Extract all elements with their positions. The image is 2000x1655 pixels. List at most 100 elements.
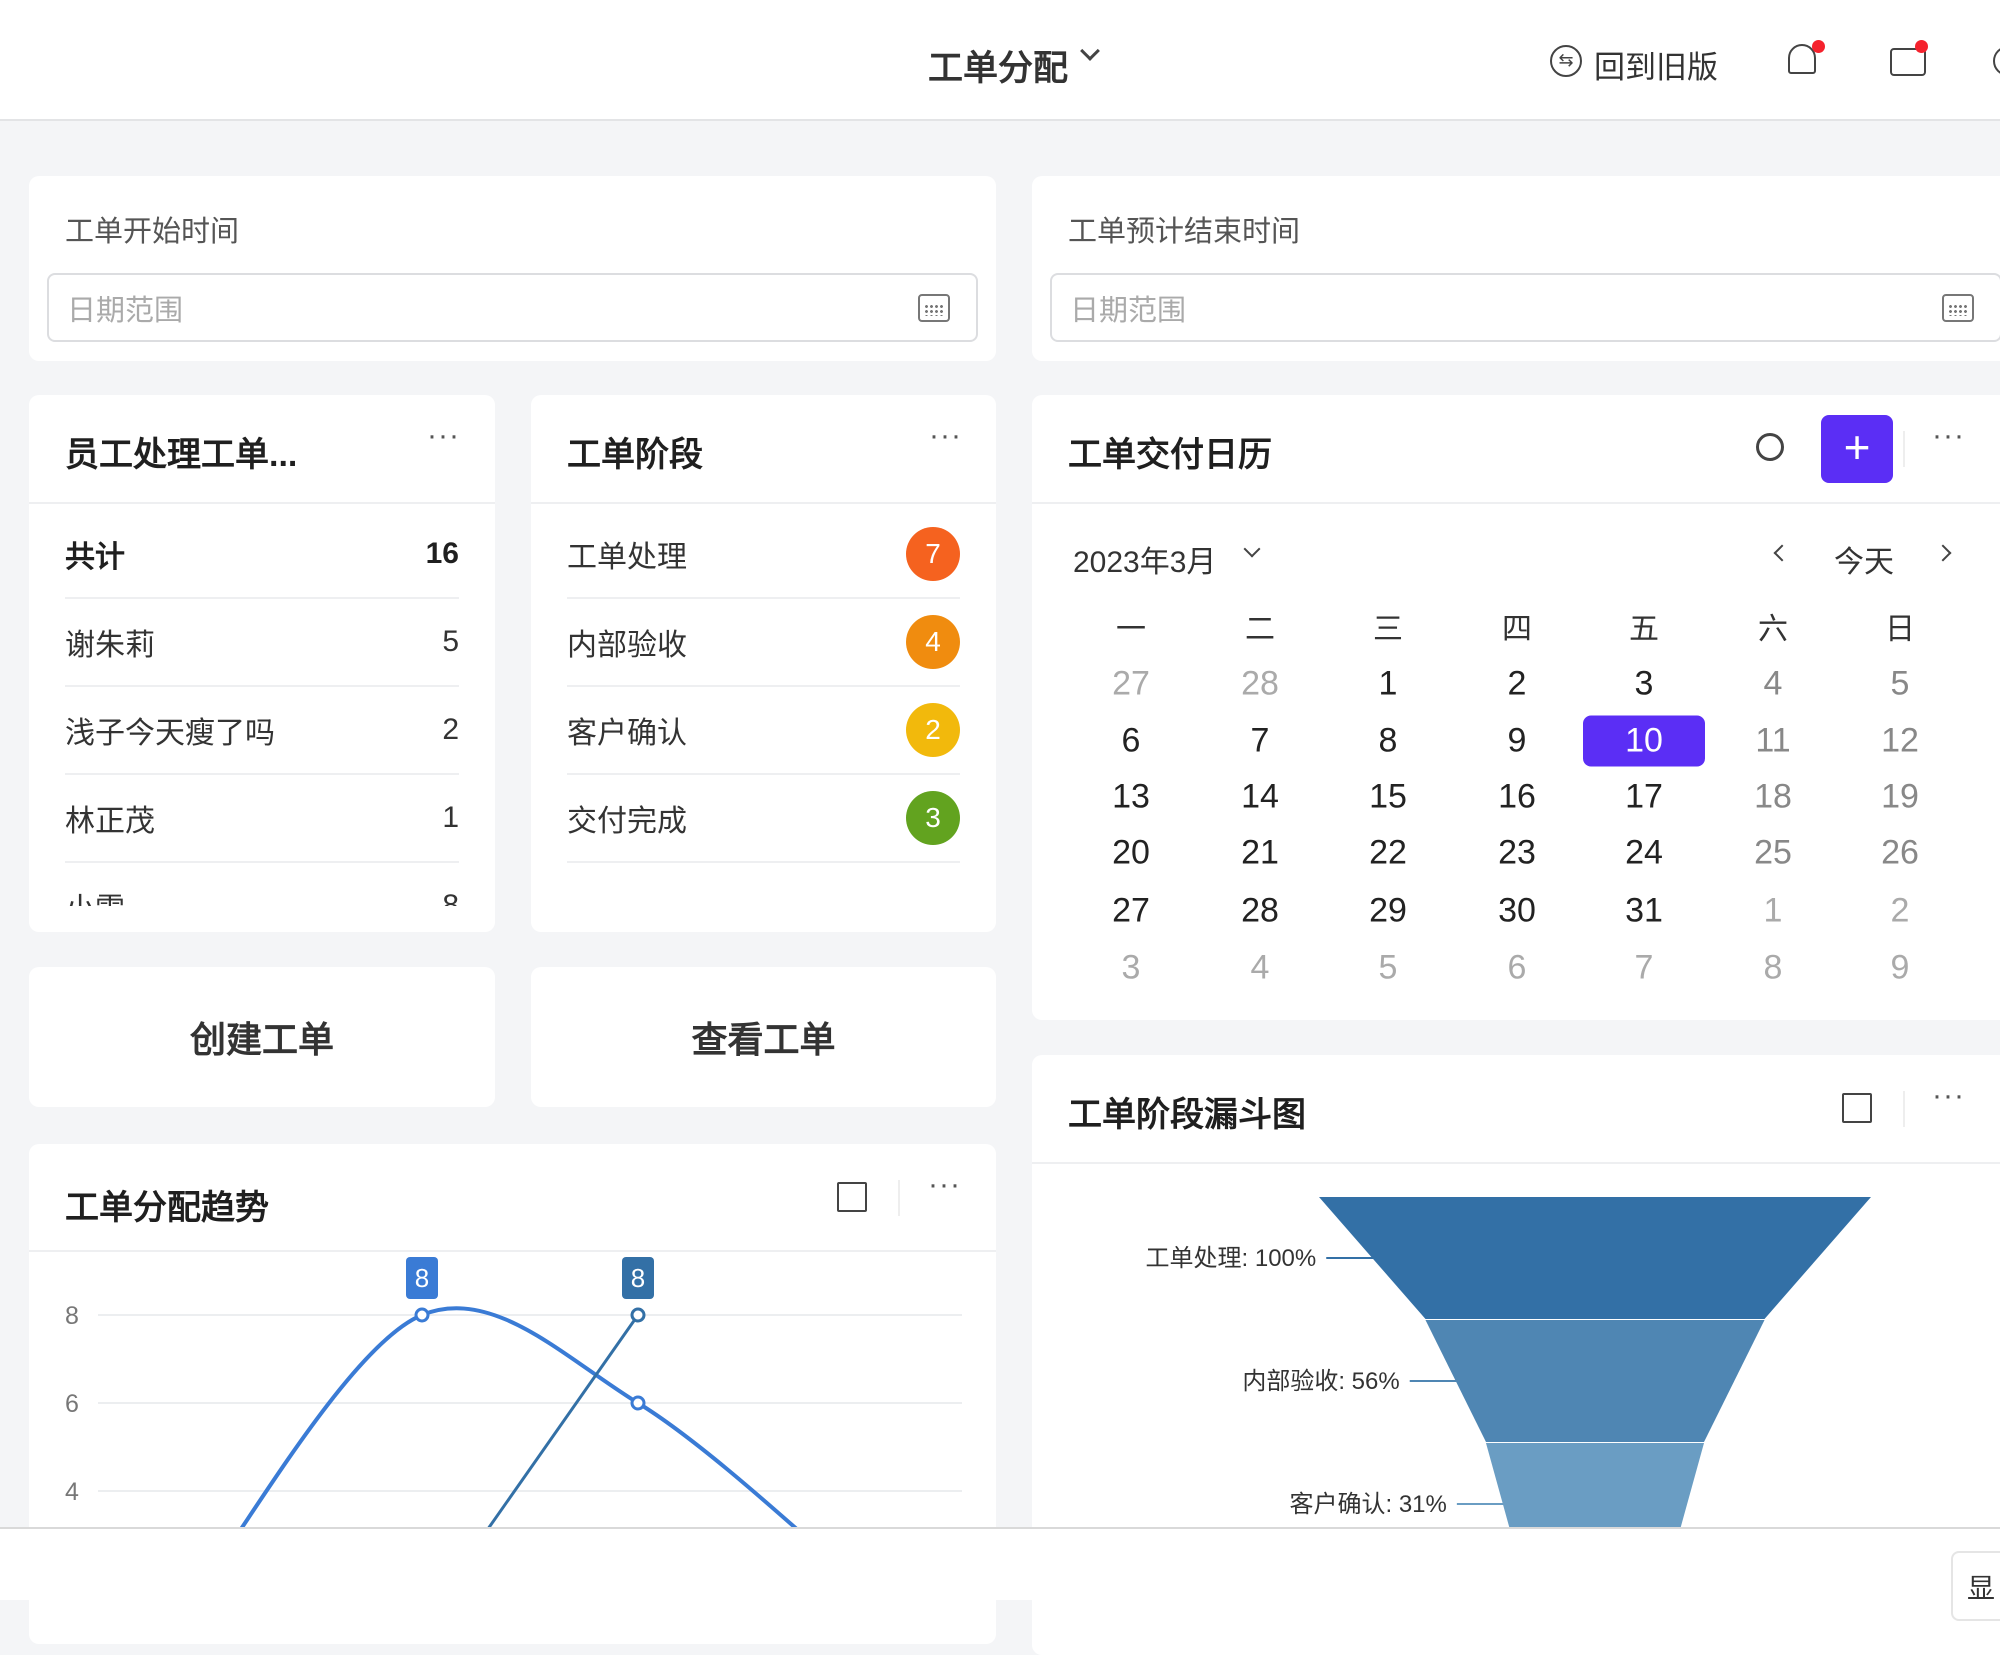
calendar-day[interactable]: 4 xyxy=(1250,948,1270,987)
calendar-day[interactable]: 13 xyxy=(1112,777,1150,816)
calendar-day[interactable]: 2 xyxy=(1890,891,1910,930)
end-date-range-input[interactable]: 日期范围 xyxy=(1050,273,2000,342)
calendar-day[interactable]: 19 xyxy=(1881,777,1919,816)
calendar-day[interactable]: 28 xyxy=(1241,664,1279,703)
calendar-day[interactable]: 6 xyxy=(1121,721,1141,760)
calendar-day[interactable]: 24 xyxy=(1625,833,1663,872)
card-title: 工单交付日历 xyxy=(1068,436,1272,474)
list-item[interactable]: 谢朱莉 5 xyxy=(65,599,459,687)
trend-chart: 8 6 4 8 8 xyxy=(65,1257,962,1527)
calendar-day[interactable]: 8 xyxy=(1763,948,1783,987)
stages-card: 工单阶段 ··· 工单处理 7 内部验收 4 客户确认 2 交付完成 3 xyxy=(531,395,996,932)
calendar-day[interactable]: 2 xyxy=(1507,664,1527,703)
count-badge: 4 xyxy=(906,615,960,669)
filter-label: 工单开始时间 xyxy=(65,216,240,248)
calendar-day[interactable]: 9 xyxy=(1507,721,1527,760)
calendar-day[interactable]: 27 xyxy=(1112,664,1150,703)
calendar-day[interactable]: 1 xyxy=(1378,664,1398,703)
calendar-day[interactable]: 3 xyxy=(1634,664,1654,703)
start-date-range-input[interactable]: 日期范围 xyxy=(47,273,978,342)
calendar-day[interactable]: 31 xyxy=(1625,891,1663,930)
add-button[interactable]: + xyxy=(1821,415,1893,483)
card-title: 工单阶段 xyxy=(567,436,703,474)
today-button[interactable]: 今天 xyxy=(1834,546,1894,579)
label: 共计 xyxy=(65,541,125,574)
calendar-day[interactable]: 11 xyxy=(1755,721,1791,760)
list-item[interactable]: 林正茂 1 xyxy=(65,775,459,863)
calendar-day[interactable]: 9 xyxy=(1890,948,1910,987)
search-icon[interactable] xyxy=(1756,433,1784,461)
top-bar: 工单分配 ⇆ 回到旧版 xyxy=(0,0,2000,121)
more-icon[interactable]: ··· xyxy=(427,419,460,452)
count: 1 xyxy=(442,801,459,834)
stage-item[interactable]: 工单处理 7 xyxy=(567,511,960,599)
calendar-day[interactable]: 15 xyxy=(1369,777,1407,816)
calendar-day[interactable]: 21 xyxy=(1241,833,1279,872)
funnel-label: 客户确认: 31% xyxy=(1289,1491,1446,1518)
more-icon[interactable]: ··· xyxy=(929,419,962,452)
divider xyxy=(898,1180,900,1216)
expand-icon[interactable] xyxy=(1842,1093,1872,1123)
calendar-day[interactable]: 12 xyxy=(1881,721,1919,760)
list-item[interactable]: 浅子今天瘦了吗 2 xyxy=(65,687,459,775)
calendar-day[interactable]: 7 xyxy=(1250,721,1270,760)
divider xyxy=(1032,502,2000,504)
calendar-day[interactable]: 6 xyxy=(1507,948,1527,987)
calendar-day[interactable]: 10 xyxy=(1583,715,1705,767)
card-title: 工单分配趋势 xyxy=(65,1189,269,1227)
calendar-day[interactable]: 28 xyxy=(1241,891,1279,930)
more-icon[interactable]: ··· xyxy=(1932,419,1965,452)
calendar-day[interactable]: 27 xyxy=(1112,891,1150,930)
calendar-day[interactable]: 22 xyxy=(1369,833,1407,872)
series-line xyxy=(487,1314,640,1527)
calendar-day[interactable]: 20 xyxy=(1112,833,1150,872)
calendar-day[interactable]: 3 xyxy=(1121,948,1141,987)
calendar-day[interactable]: 5 xyxy=(1378,948,1398,987)
notification-dot xyxy=(1915,40,1928,53)
calendar-day[interactable]: 1 xyxy=(1763,891,1783,930)
data-point xyxy=(630,1307,646,1323)
month-selector[interactable]: 2023年3月 xyxy=(1073,546,1217,579)
calendar-icon[interactable] xyxy=(1942,293,1974,322)
calendar-icon[interactable] xyxy=(918,293,950,322)
list-item[interactable]: 小雪 8 xyxy=(65,865,459,906)
calendar-day[interactable]: 25 xyxy=(1754,833,1792,872)
calendar-day[interactable]: 18 xyxy=(1754,777,1792,816)
bell-icon[interactable] xyxy=(1788,44,1816,74)
calendar-day[interactable]: 5 xyxy=(1890,664,1910,703)
count: 5 xyxy=(442,625,459,658)
create-ticket-button[interactable]: 创建工单 xyxy=(29,967,495,1107)
calendar-day[interactable]: 29 xyxy=(1369,891,1407,930)
calendar-day[interactable]: 14 xyxy=(1241,777,1279,816)
divider xyxy=(1903,1091,1905,1127)
name: 交付完成 xyxy=(567,805,687,838)
calendar-day[interactable]: 7 xyxy=(1634,948,1654,987)
more-icon[interactable]: ··· xyxy=(928,1168,961,1201)
stage-item[interactable]: 交付完成 3 xyxy=(567,775,960,863)
stage-item[interactable]: 客户确认 2 xyxy=(567,687,960,775)
more-icon[interactable]: ··· xyxy=(1932,1079,1965,1112)
name: 谢朱莉 xyxy=(65,629,155,662)
weekday-label: 四 xyxy=(1502,613,1532,646)
partial-button[interactable]: 显 xyxy=(1951,1551,2000,1621)
calendar-day[interactable]: 30 xyxy=(1498,891,1536,930)
data-label-box xyxy=(406,1257,438,1299)
calendar-day[interactable]: 23 xyxy=(1498,833,1536,872)
calendar-day[interactable]: 4 xyxy=(1763,664,1783,703)
list-item-total: 共计 16 xyxy=(65,511,459,599)
view-tickets-button[interactable]: 查看工单 xyxy=(531,967,996,1107)
switch-icon[interactable]: ⇆ xyxy=(1550,45,1582,77)
calendar-day[interactable]: 16 xyxy=(1498,777,1536,816)
page-title[interactable]: 工单分配 xyxy=(928,49,1069,88)
name: 浅子今天瘦了吗 xyxy=(65,717,275,750)
expand-icon[interactable] xyxy=(837,1182,867,1212)
calendar-day[interactable]: 26 xyxy=(1881,833,1919,872)
name: 林正茂 xyxy=(65,805,155,838)
notification-dot xyxy=(1812,40,1825,53)
calendar-day[interactable]: 17 xyxy=(1625,777,1663,816)
stage-item[interactable]: 内部验收 4 xyxy=(567,599,960,687)
end-time-filter: 工单预计结束时间 日期范围 xyxy=(1032,176,2000,361)
old-version-link[interactable]: 回到旧版 xyxy=(1594,50,1718,85)
briefcase-icon[interactable] xyxy=(1890,48,1926,76)
calendar-day[interactable]: 8 xyxy=(1378,721,1398,760)
